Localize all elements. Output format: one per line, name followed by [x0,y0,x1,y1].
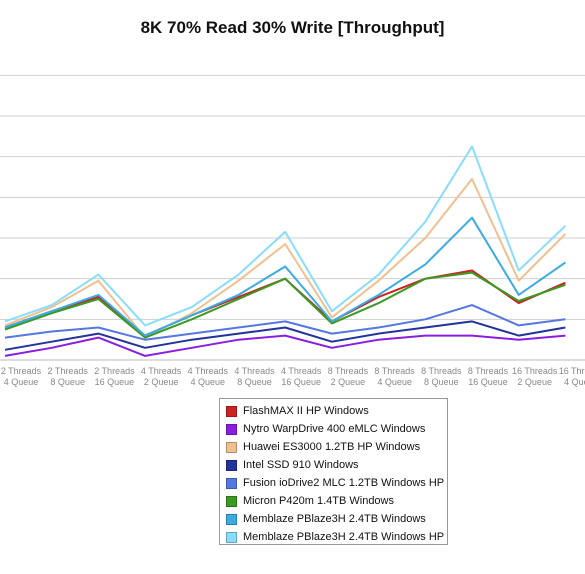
legend-label: FlashMAX II HP Windows [243,405,369,417]
x-tick-label: 2 Threads 4 Queue [1,366,42,387]
legend-item: Huawei ES3000 1.2TB HP Windows [226,438,447,456]
series-line [4,304,566,341]
x-tick-label: 16 Threads 2 Queue [512,366,558,387]
legend-swatch [226,405,237,417]
legend-item: Nytro WarpDrive 400 eMLC Windows [226,420,447,438]
series-line [4,271,566,339]
x-tick-label: 8 Threads 8 Queue [421,366,462,387]
legend-swatch [226,495,237,507]
legend-label: Memblaze PBlaze3H 2.4TB Windows [243,513,426,525]
x-tick-label: 2 Threads 16 Queue [94,366,135,387]
legend-swatch [226,477,237,489]
legend-swatch [226,423,237,435]
x-tick-label: 8 Threads 16 Queue [468,366,509,387]
x-tick-label: 4 Threads 8 Queue [234,366,275,387]
legend-item: Memblaze PBlaze3H 2.4TB Windows HP [226,528,447,546]
legend-item: FlashMAX II HP Windows [226,402,447,420]
x-tick-label: 8 Threads 2 Queue [328,366,369,387]
legend-swatch [226,459,237,471]
legend-item: Fusion ioDrive2 MLC 1.2TB Windows HP [226,474,447,492]
x-tick-label: 4 Threads 4 Queue [188,366,229,387]
series-line [4,216,566,337]
legend-label: Fusion ioDrive2 MLC 1.2TB Windows HP [243,477,445,489]
series-line [4,320,566,351]
x-tick-label: 2 Threads 8 Queue [48,366,89,387]
chart-title: 8K 70% Read 30% Write [Throughput] [140,18,445,37]
legend-swatch [226,531,237,543]
legend-label: Intel SSD 910 Windows [243,459,359,471]
legend-label: Micron P420m 1.4TB Windows [243,495,394,507]
series-lines [4,145,567,357]
legend-label: Memblaze PBlaze3H 2.4TB Windows HP [243,531,445,543]
legend: FlashMAX II HP Windows Nytro WarpDrive 40… [219,398,448,545]
grid-lines [0,74,585,361]
legend-item: Intel SSD 910 Windows [226,456,447,474]
legend-swatch [226,513,237,525]
x-tick-label: 8 Threads 4 Queue [374,366,415,387]
series-line [4,145,567,327]
legend-label: Huawei ES3000 1.2TB HP Windows [243,441,421,453]
legend-item: Micron P420m 1.4TB Windows [226,492,447,510]
legend-item: Memblaze PBlaze3H 2.4TB Windows [226,510,447,528]
legend-swatch [226,441,237,453]
series-line [4,334,566,357]
x-tick-label: 4 Threads 2 Queue [141,366,182,387]
x-tick-label: 4 Threads 16 Queue [281,366,322,387]
legend-label: Nytro WarpDrive 400 eMLC Windows [243,423,426,435]
series-line [4,178,567,339]
